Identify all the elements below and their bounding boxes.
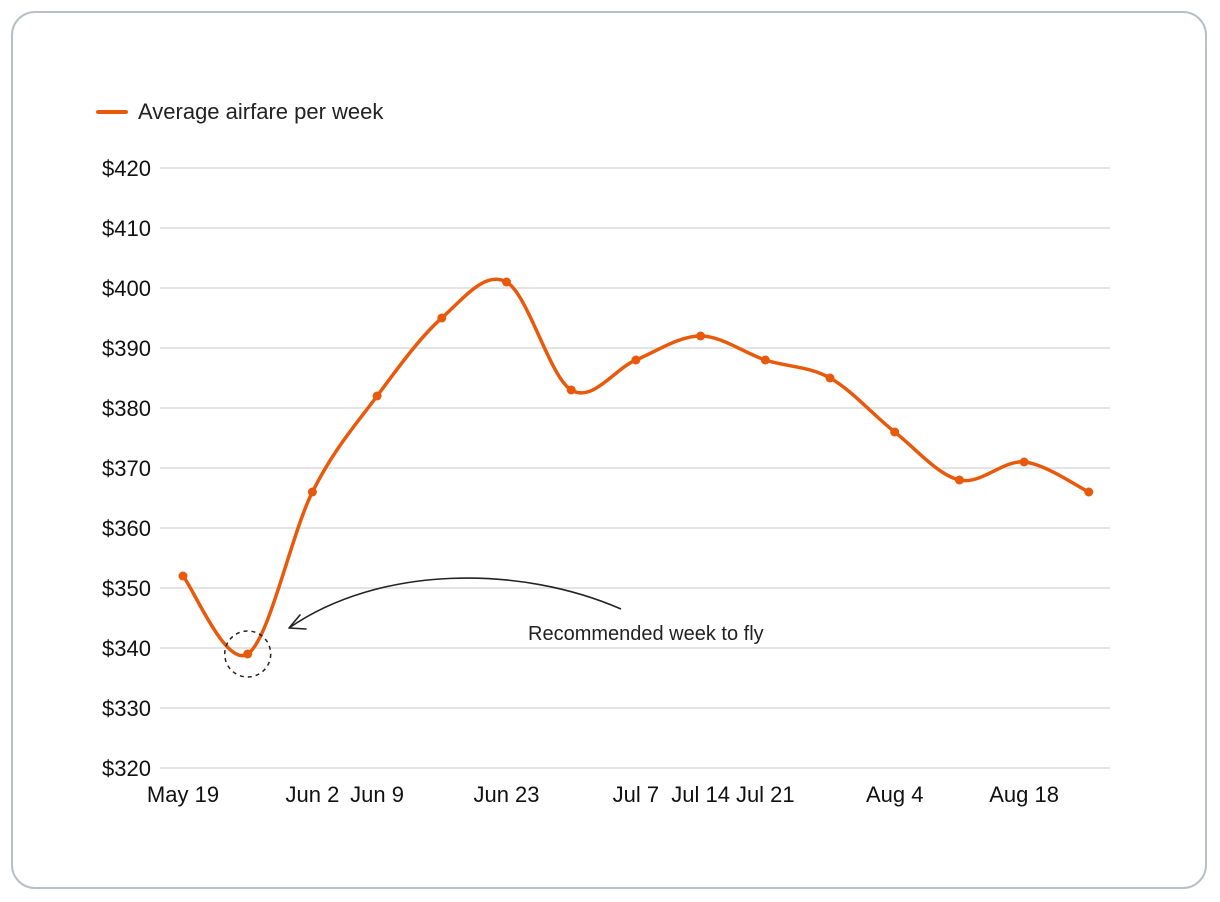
legend: Average airfare per week xyxy=(96,98,383,126)
y-tick-label: $320 xyxy=(102,756,151,781)
data-point xyxy=(1084,487,1094,497)
x-tick-label: Jul 7 xyxy=(613,782,659,807)
data-point xyxy=(372,391,382,401)
y-tick-label: $350 xyxy=(102,576,151,601)
y-tick-label: $340 xyxy=(102,636,151,661)
x-tick-label: Jul 21 xyxy=(736,782,795,807)
x-tick-label: Aug 4 xyxy=(866,782,924,807)
annotation-arrowhead xyxy=(288,614,307,630)
data-point xyxy=(307,487,317,497)
data-point xyxy=(566,385,576,395)
data-point xyxy=(437,313,447,323)
y-tick-label: $410 xyxy=(102,216,151,241)
legend-swatch xyxy=(96,110,128,114)
x-tick-label: Jul 14 xyxy=(671,782,730,807)
data-point xyxy=(243,649,253,659)
x-tick-label: Jun 9 xyxy=(350,782,404,807)
legend-label: Average airfare per week xyxy=(138,99,384,124)
x-tick-label: Jun 2 xyxy=(285,782,339,807)
y-tick-label: $390 xyxy=(102,336,151,361)
y-tick-label: $370 xyxy=(102,456,151,481)
chart-card xyxy=(11,11,1207,889)
data-point xyxy=(696,331,706,341)
data-point xyxy=(631,355,641,365)
highlight-circle xyxy=(223,630,272,678)
data-point xyxy=(954,475,964,485)
x-tick-label: Aug 18 xyxy=(989,782,1059,807)
data-point xyxy=(1019,457,1029,467)
annotation-arrow xyxy=(288,577,622,629)
data-point xyxy=(178,571,188,581)
data-point xyxy=(825,373,835,383)
y-tick-label: $330 xyxy=(102,696,151,721)
y-tick-label: $380 xyxy=(102,396,151,421)
y-tick-label: $360 xyxy=(102,516,151,541)
x-tick-label: May 19 xyxy=(147,782,219,807)
data-point xyxy=(890,427,900,437)
data-point xyxy=(760,355,770,365)
x-tick-label: Jun 23 xyxy=(473,782,539,807)
y-tick-label: $420 xyxy=(102,156,151,181)
annotation-label: Recommended week to fly xyxy=(528,623,764,645)
y-tick-label: $400 xyxy=(102,276,151,301)
data-point xyxy=(502,277,511,287)
